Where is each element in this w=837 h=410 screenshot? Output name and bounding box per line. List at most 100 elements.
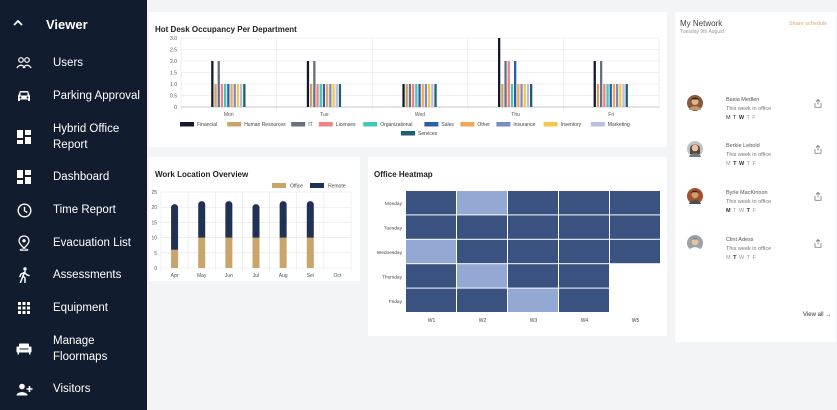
row-label: Friday bbox=[389, 299, 403, 305]
legend-label: IT bbox=[308, 122, 312, 128]
y-tick-label: 1.5 bbox=[170, 71, 177, 77]
bar bbox=[306, 61, 310, 107]
person-days: M T W T F bbox=[726, 208, 756, 214]
legend-label: Other bbox=[477, 122, 490, 128]
share-icon[interactable] bbox=[814, 145, 822, 154]
legend-swatch bbox=[424, 122, 439, 127]
bar bbox=[609, 84, 612, 107]
bar bbox=[240, 84, 243, 107]
day-letter: M bbox=[726, 255, 732, 261]
bar bbox=[526, 84, 530, 107]
heatmap-cell bbox=[508, 264, 558, 288]
sidebar-item-label: Manage Floormaps bbox=[53, 335, 108, 363]
avatar bbox=[687, 95, 703, 111]
legend-swatch bbox=[310, 183, 324, 188]
y-tick-label: 1.0 bbox=[170, 82, 177, 88]
bar bbox=[501, 84, 504, 107]
x-tick-label: Oct bbox=[334, 273, 342, 279]
column-label: W3 bbox=[530, 318, 538, 324]
bar bbox=[596, 84, 600, 107]
bar-segment bbox=[198, 237, 206, 268]
heatmap-cell bbox=[457, 288, 507, 312]
sidebar-item-dashboard[interactable]: Dashboard bbox=[0, 168, 147, 186]
row-label: Thursday bbox=[382, 274, 403, 280]
legend-label: Organizational bbox=[380, 122, 412, 128]
bar-segment bbox=[306, 201, 314, 238]
x-tick-label: Tue bbox=[320, 112, 329, 118]
day-letter: M bbox=[726, 161, 732, 167]
person-status: This week in office bbox=[726, 246, 772, 252]
legend-label: Marketing bbox=[608, 122, 630, 128]
heatmap-cell bbox=[559, 239, 609, 264]
sidebar-item-visitors[interactable]: Visitors bbox=[0, 380, 147, 398]
view-all-link[interactable]: View all → bbox=[803, 312, 831, 318]
legend-label: Licenses bbox=[336, 122, 356, 128]
sidebar-item-users[interactable]: Users bbox=[0, 54, 147, 72]
legend-label: Insurance bbox=[513, 122, 535, 128]
work-location-title: Work Location Overview bbox=[155, 170, 249, 179]
heatmap-cell bbox=[508, 239, 558, 264]
bar bbox=[616, 84, 619, 107]
x-tick-label: May bbox=[197, 273, 207, 279]
bar bbox=[220, 84, 224, 107]
x-tick-label: Thu bbox=[511, 112, 520, 118]
sidebar-item-label: Hybrid Office Report bbox=[53, 123, 120, 151]
y-tick-label: 3.0 bbox=[170, 36, 177, 42]
row-label: Tuesday bbox=[384, 226, 403, 232]
bar bbox=[233, 84, 236, 107]
legend-swatch bbox=[227, 122, 242, 127]
sidebar-item-evacuation-list[interactable]: Evacuation List bbox=[0, 234, 147, 252]
sidebar-item-hybrid-office-report[interactable]: Hybrid Office Report bbox=[0, 120, 147, 154]
sidebar-item-label: Dashboard bbox=[53, 171, 110, 183]
person-days: M T W T F bbox=[726, 161, 756, 167]
heatmap-cell bbox=[457, 264, 507, 288]
network-person: Byrle MacKinnon This week in office M T … bbox=[675, 187, 836, 223]
network-person: Berkie Lebold This week in office M T W … bbox=[675, 140, 836, 176]
bar bbox=[504, 61, 507, 107]
sidebar-item-assessments[interactable]: Assessments bbox=[0, 266, 147, 284]
legend-label: Human Resources bbox=[244, 122, 286, 128]
x-tick-label: Jul bbox=[253, 273, 259, 279]
heatmap-cell bbox=[457, 191, 507, 215]
y-tick-label: 0 bbox=[154, 266, 157, 272]
x-tick-label: Wed bbox=[415, 112, 425, 118]
row-label: Monday bbox=[385, 201, 403, 207]
work-location-chart: 25 20 15 10 5 0 Apr May Jun Jul Aug Sel Oct Office Rem… bbox=[151, 183, 352, 279]
column-label: W2 bbox=[479, 318, 487, 324]
person-name: Basia Medlen bbox=[726, 97, 760, 103]
hot-desk-card: Hot Desk Occupancy Per Department 3.0 2.5… bbox=[149, 12, 667, 147]
hot-desk-title: Hot Desk Occupancy Per Department bbox=[155, 25, 297, 34]
day-letter: F bbox=[752, 161, 757, 167]
share-icon[interactable] bbox=[814, 192, 822, 201]
sidebar-item-time-report[interactable]: Time Report bbox=[0, 201, 147, 219]
legend-label: Sales bbox=[441, 122, 454, 128]
heatmap-cell bbox=[406, 215, 456, 239]
avatar bbox=[687, 141, 703, 157]
bar bbox=[507, 61, 510, 107]
work-location-card: Work Location Overview 25 20 15 10 5 0 Apr May J… bbox=[149, 157, 360, 281]
legend-label: Services bbox=[418, 131, 438, 137]
legend-label: Office bbox=[290, 184, 303, 190]
legend-swatch bbox=[363, 122, 378, 127]
arrow-right-icon: → bbox=[825, 312, 832, 318]
sidebar-item-equipment[interactable]: Equipment bbox=[0, 299, 147, 317]
column-label: W4 bbox=[581, 318, 589, 324]
share-icon[interactable] bbox=[814, 239, 822, 248]
bar bbox=[421, 84, 424, 107]
column-label: W5 bbox=[632, 318, 640, 324]
heatmap-cell bbox=[406, 288, 456, 312]
bar-segment bbox=[198, 201, 206, 238]
hot-desk-chart: 3.0 2.5 2.0 1.5 1.0 0.5 0 Mon Tue Wed Thu Fri Financ… bbox=[170, 36, 660, 137]
chevron-up-icon[interactable] bbox=[12, 17, 24, 29]
sidebar-item-manage-floormaps[interactable]: Manage Floormaps bbox=[0, 332, 147, 366]
share-schedule-link[interactable]: Share schedule bbox=[789, 21, 828, 27]
column-label: W1 bbox=[428, 318, 436, 324]
network-title: My Network bbox=[680, 19, 723, 28]
bar bbox=[625, 84, 628, 107]
share-icon[interactable] bbox=[814, 99, 822, 108]
sidebar-header[interactable]: Viewer bbox=[0, 0, 147, 48]
legend-swatch bbox=[496, 122, 511, 127]
heatmap-cell bbox=[508, 215, 558, 239]
sidebar-item-parking-approval[interactable]: Parking Approval bbox=[0, 87, 147, 105]
person-status: This week in office bbox=[726, 106, 772, 112]
